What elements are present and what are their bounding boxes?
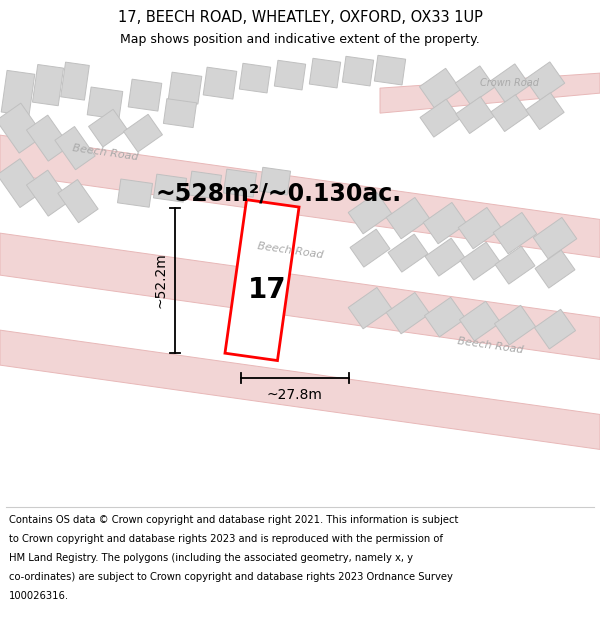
Polygon shape bbox=[374, 55, 406, 85]
Polygon shape bbox=[259, 168, 290, 195]
Polygon shape bbox=[61, 62, 89, 100]
Polygon shape bbox=[460, 301, 500, 341]
Polygon shape bbox=[124, 114, 163, 152]
Polygon shape bbox=[89, 109, 127, 147]
Polygon shape bbox=[420, 99, 460, 137]
Polygon shape bbox=[87, 87, 123, 119]
Polygon shape bbox=[32, 64, 64, 106]
Polygon shape bbox=[203, 67, 237, 99]
Polygon shape bbox=[26, 170, 70, 216]
Polygon shape bbox=[419, 68, 461, 108]
Polygon shape bbox=[55, 126, 95, 170]
Text: HM Land Registry. The polygons (including the associated geometry, namely x, y: HM Land Registry. The polygons (includin… bbox=[9, 553, 413, 563]
Text: co-ordinates) are subject to Crown copyright and database rights 2023 Ordnance S: co-ordinates) are subject to Crown copyr… bbox=[9, 572, 453, 582]
Text: ~52.2m: ~52.2m bbox=[153, 253, 167, 308]
Text: Beech Road: Beech Road bbox=[71, 144, 139, 162]
Polygon shape bbox=[456, 97, 494, 134]
Polygon shape bbox=[58, 179, 98, 222]
Polygon shape bbox=[455, 66, 495, 104]
Text: ~528m²/~0.130ac.: ~528m²/~0.130ac. bbox=[155, 181, 401, 205]
Polygon shape bbox=[535, 309, 575, 349]
Polygon shape bbox=[460, 242, 500, 280]
Text: ~27.8m: ~27.8m bbox=[266, 388, 322, 402]
Polygon shape bbox=[274, 60, 305, 90]
Polygon shape bbox=[348, 192, 392, 234]
Polygon shape bbox=[423, 202, 467, 244]
Polygon shape bbox=[380, 73, 600, 113]
Polygon shape bbox=[0, 159, 43, 208]
Polygon shape bbox=[424, 298, 466, 337]
Text: Crown Road: Crown Road bbox=[481, 78, 539, 88]
Polygon shape bbox=[350, 229, 390, 267]
Polygon shape bbox=[525, 62, 565, 101]
Text: Contains OS data © Crown copyright and database right 2021. This information is : Contains OS data © Crown copyright and d… bbox=[9, 515, 458, 525]
Polygon shape bbox=[225, 200, 299, 361]
Polygon shape bbox=[388, 234, 428, 272]
Polygon shape bbox=[495, 246, 535, 284]
Text: 100026316.: 100026316. bbox=[9, 591, 69, 601]
Polygon shape bbox=[491, 95, 529, 131]
Text: Map shows position and indicative extent of the property.: Map shows position and indicative extent… bbox=[120, 33, 480, 46]
Polygon shape bbox=[386, 292, 430, 334]
Polygon shape bbox=[526, 92, 564, 129]
Polygon shape bbox=[533, 217, 577, 259]
Polygon shape bbox=[386, 198, 430, 239]
Polygon shape bbox=[310, 58, 341, 88]
Polygon shape bbox=[128, 79, 162, 111]
Polygon shape bbox=[490, 64, 530, 102]
Polygon shape bbox=[188, 171, 221, 199]
Polygon shape bbox=[26, 115, 70, 161]
Polygon shape bbox=[343, 56, 374, 86]
Text: 17, BEECH ROAD, WHEATLEY, OXFORD, OX33 1UP: 17, BEECH ROAD, WHEATLEY, OXFORD, OX33 1… bbox=[118, 9, 482, 24]
Polygon shape bbox=[168, 72, 202, 104]
Polygon shape bbox=[0, 330, 600, 449]
Text: Beech Road: Beech Road bbox=[457, 336, 524, 356]
Polygon shape bbox=[494, 305, 536, 345]
Polygon shape bbox=[425, 238, 465, 276]
Polygon shape bbox=[493, 213, 537, 254]
Polygon shape bbox=[163, 99, 197, 127]
Polygon shape bbox=[348, 288, 392, 329]
Polygon shape bbox=[0, 233, 600, 359]
Polygon shape bbox=[0, 135, 600, 258]
Text: 17: 17 bbox=[248, 276, 286, 304]
Polygon shape bbox=[154, 174, 187, 202]
Polygon shape bbox=[223, 169, 257, 197]
Polygon shape bbox=[458, 208, 502, 249]
Polygon shape bbox=[239, 63, 271, 93]
Polygon shape bbox=[535, 250, 575, 288]
Text: to Crown copyright and database rights 2023 and is reproduced with the permissio: to Crown copyright and database rights 2… bbox=[9, 534, 443, 544]
Polygon shape bbox=[118, 179, 152, 208]
Text: Beech Road: Beech Road bbox=[256, 241, 323, 261]
Polygon shape bbox=[0, 103, 44, 153]
Polygon shape bbox=[1, 71, 35, 116]
